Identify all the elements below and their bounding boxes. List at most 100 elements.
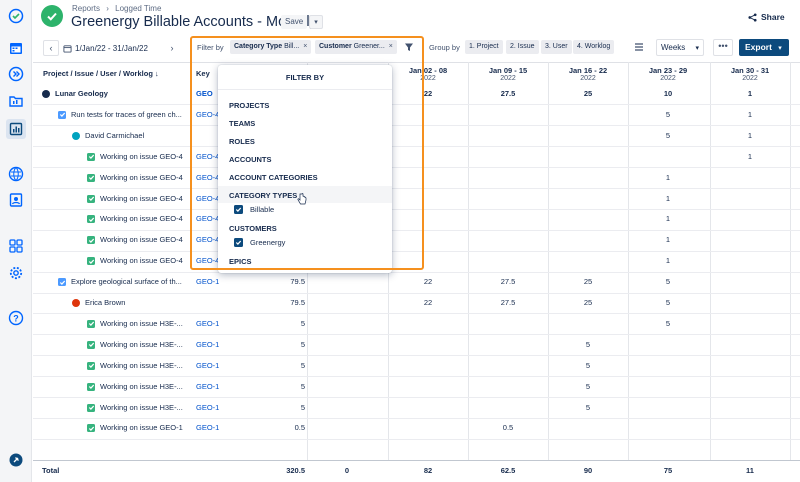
breadcrumb-reports[interactable]: Reports [72, 4, 101, 13]
export-button[interactable]: Export ▾ [739, 39, 789, 56]
folder-chart-icon[interactable] [8, 93, 24, 109]
period-cell[interactable]: 27.5 [500, 298, 516, 307]
period-cell[interactable]: 1 [747, 151, 753, 161]
period-cell[interactable]: 5 [665, 318, 671, 328]
filter-section-accounts[interactable]: ACCOUNTS [229, 155, 272, 164]
group-chip-user[interactable]: 3. User [541, 40, 572, 54]
issue-key-link[interactable]: GEO-1 [196, 381, 220, 391]
filter-section-roles[interactable]: ROLES [229, 137, 255, 146]
period-cell[interactable]: 1 [665, 235, 671, 245]
issue-key-link[interactable]: GEO [196, 89, 213, 98]
period-select[interactable]: Weeks ▾ [656, 39, 704, 56]
row-label[interactable]: Run tests for traces of green ch... [71, 109, 182, 119]
date-range-picker[interactable]: 1/Jan/22 - 31/Jan/22 [63, 40, 148, 56]
period-cell[interactable]: 22 [423, 277, 433, 287]
period-cell[interactable]: 27.5 [500, 277, 516, 287]
issue-key-link[interactable]: GEO-4 [196, 193, 220, 203]
issue-key-link[interactable]: GEO-1 [196, 339, 220, 349]
table-row[interactable]: Working on issue GEO-4 GEO-4 1 [33, 251, 800, 271]
table-row[interactable]: Working on issue GEO-4 GEO-4 1 [33, 209, 800, 229]
period-cell[interactable]: 10 [663, 89, 673, 98]
filter-chip-customer[interactable]: Customer Greener... × [315, 40, 397, 54]
more-actions-button[interactable]: ••• [713, 39, 733, 56]
group-chip-project[interactable]: 1. Project [465, 40, 503, 54]
period-cell[interactable]: 22 [423, 89, 433, 98]
column-header-project[interactable]: Project / Issue / User / Worklog ↓ [43, 69, 159, 78]
period-cell[interactable]: 22 [423, 298, 433, 307]
filter-section-customers[interactable]: CUSTOMERS [229, 224, 277, 233]
table-row[interactable]: Working on issue GEO-4 GEO-4 1 [33, 147, 800, 167]
period-cell[interactable]: 1 [747, 109, 753, 119]
gear-icon[interactable] [8, 265, 24, 281]
checkbox-checked-icon[interactable] [234, 205, 243, 214]
next-period-button[interactable]: › [164, 40, 180, 56]
period-cell[interactable]: 5 [665, 109, 671, 119]
period-cell[interactable]: 25 [583, 298, 593, 307]
period-cell[interactable]: 25 [583, 89, 593, 98]
save-button[interactable]: Save [281, 15, 308, 29]
period-cell[interactable]: 1 [665, 172, 671, 182]
save-dropdown-button[interactable]: ▾ [309, 15, 323, 29]
timesheet-logo-icon[interactable] [8, 8, 24, 24]
period-cell[interactable]: 1 [665, 256, 671, 266]
filter-chip-category-type[interactable]: Category Type Bill... × [230, 40, 312, 54]
calendar-icon[interactable] [8, 40, 24, 56]
filter-section-account-categories[interactable]: ACCOUNT CATEGORIES [229, 173, 318, 182]
contact-card-icon[interactable] [8, 192, 24, 208]
help-icon[interactable]: ? [8, 310, 24, 326]
issue-key-link[interactable]: GEO-1 [196, 277, 220, 287]
period-cell[interactable]: 5 [665, 277, 671, 287]
previous-period-button[interactable]: ‹ [43, 40, 59, 56]
column-header-key[interactable]: Key [196, 69, 210, 78]
checkbox-checked-icon[interactable] [234, 238, 243, 247]
columns-menu-icon[interactable] [634, 42, 644, 52]
table-row[interactable]: Working on issue GEO-4 GEO-4 1 [33, 230, 800, 250]
issue-key-link[interactable]: GEO-4 [196, 172, 220, 182]
share-button[interactable]: Share [748, 12, 785, 22]
period-cell[interactable]: 5 [665, 298, 671, 307]
issue-key-link[interactable]: GEO-4 [196, 256, 220, 266]
issue-key-link[interactable]: GEO-4 [196, 235, 220, 245]
filter-section-category-types[interactable]: CATEGORY TYPES [229, 191, 298, 200]
table-row[interactable]: Working on issue GEO-1 GEO-1 0.5 0.5 [33, 418, 800, 438]
table-row[interactable]: Working on issue GEO-4 GEO-4 1 [33, 168, 800, 188]
table-row[interactable]: Working on issue H3E-... GEO-1 5 5 [33, 377, 800, 397]
issue-key-link[interactable]: GEO-1 [196, 318, 220, 328]
row-label[interactable]: Explore geological surface of th... [71, 277, 182, 287]
issue-key-link[interactable]: GEO-1 [196, 423, 220, 433]
table-row[interactable]: Explore geological surface of th... GEO-1… [33, 272, 800, 292]
period-cell[interactable]: 25 [583, 277, 593, 287]
filter-option-greenergy[interactable]: Greenergy [234, 238, 285, 247]
pin-icon[interactable] [8, 452, 24, 468]
filter-section-epics[interactable]: EPICS [229, 257, 252, 266]
table-row[interactable]: Working on issue H3E-... GEO-1 5 5 [33, 314, 800, 334]
globe-icon[interactable] [8, 166, 24, 182]
period-cell[interactable]: 1 [747, 130, 753, 140]
issue-key-link[interactable]: GEO-4 [196, 109, 220, 119]
table-row[interactable]: Working on issue GEO-4 GEO-4 1 [33, 189, 800, 209]
table-row[interactable]: Working on issue H3E-... GEO-1 5 5 [33, 335, 800, 355]
issue-key-link[interactable]: GEO-4 [196, 214, 220, 224]
period-cell[interactable]: 0.5 [502, 423, 514, 433]
breadcrumb-logged-time[interactable]: Logged Time [115, 4, 162, 13]
filter-section-projects[interactable]: PROJECTS [229, 101, 270, 110]
period-cell[interactable]: 1 [665, 193, 671, 203]
group-chip-worklog[interactable]: 4. Worklog [573, 40, 615, 54]
table-row[interactable]: Erica Brown 79.5 22 27.5 25 5 [33, 293, 800, 313]
issue-key-link[interactable]: GEO-1 [196, 402, 220, 412]
period-cell[interactable]: 5 [585, 339, 591, 349]
period-cell[interactable]: 1 [665, 214, 671, 224]
period-cell[interactable]: 27.5 [500, 89, 516, 98]
apps-grid-icon[interactable] [8, 238, 24, 254]
reports-icon[interactable] [6, 119, 26, 139]
group-chip-issue[interactable]: 2. Issue [506, 40, 539, 54]
period-cell[interactable]: 5 [585, 381, 591, 391]
filter-option-billable[interactable]: Billable [234, 205, 274, 214]
filter-section-teams[interactable]: TEAMS [229, 119, 256, 128]
table-row[interactable]: David Carmichael 5 1 [33, 126, 800, 146]
issue-key-link[interactable]: GEO-4 [196, 151, 220, 161]
period-cell[interactable]: 5 [665, 130, 671, 140]
issue-key-link[interactable]: GEO-1 [196, 360, 220, 370]
table-row[interactable]: Run tests for traces of green ch... GEO-4… [33, 105, 800, 125]
period-cell[interactable]: 5 [585, 360, 591, 370]
